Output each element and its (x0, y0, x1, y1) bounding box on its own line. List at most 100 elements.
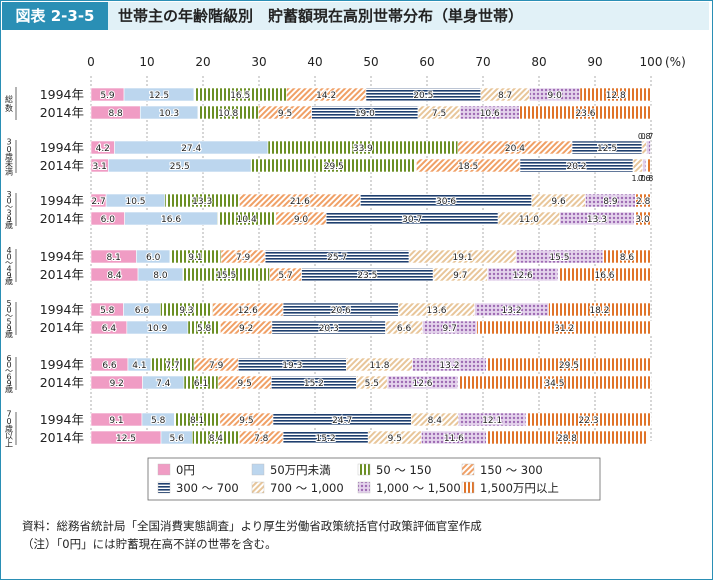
bar-segment (579, 87, 652, 102)
data-label: 23.6 (575, 109, 595, 119)
data-label: 8.6 (620, 253, 635, 263)
legend-swatch (251, 463, 265, 476)
data-label: 9.2 (110, 379, 124, 389)
legend-label: 50万円未満 (270, 463, 331, 477)
stacked-bar-chart: 0 10 20 30 40 50 60 70 80 90 100 (%) 5.9 12.5 16.5 14.… (5, 55, 686, 501)
data-label: 8.8 (108, 109, 123, 119)
data-label: 18.5 (458, 162, 478, 172)
data-label: 10.8 (218, 109, 238, 119)
x-axis-ticks: 0 10 20 30 40 50 60 70 80 90 100 (%) (87, 55, 686, 69)
data-label: 9.5 (239, 416, 253, 426)
group-label: 総数 (5, 94, 13, 113)
data-label: 9.7 (453, 271, 467, 281)
legend-label: 1,500万円以上 (480, 481, 559, 495)
legend-box (147, 457, 601, 501)
legend-swatch (461, 463, 475, 476)
x-tick-label: 100 (640, 55, 663, 69)
data-label: 9.5 (388, 434, 402, 444)
data-label: 2.8 (636, 197, 651, 207)
data-label: 14.2 (316, 91, 336, 101)
row-year-label: 2014年 (40, 105, 84, 120)
row-year-label: 2014年 (40, 320, 84, 335)
row-year-label: 2014年 (40, 267, 84, 282)
bar-segment (486, 430, 648, 445)
data-label: 8.1 (190, 416, 204, 426)
data-label: 7.9 (209, 361, 224, 371)
data-label: 8.4 (209, 434, 224, 444)
data-label: 8.4 (428, 416, 443, 426)
data-label: 7.9 (236, 253, 251, 263)
data-label: 0.8 (638, 132, 651, 141)
bar-segment (642, 158, 647, 173)
legend-label: 1,000 ～ 1,500 (376, 481, 461, 495)
data-label: 9.0 (548, 91, 563, 101)
data-label: 9.6 (551, 197, 566, 207)
data-label: 1.7 (631, 174, 644, 183)
group-label: 6 0 ～ 6 9 歳 (5, 354, 13, 394)
legend-swatch (157, 481, 171, 494)
data-label: 10.9 (147, 324, 167, 334)
x-tick-label: 30 (251, 55, 266, 69)
bar-segment (525, 412, 652, 427)
data-label: 7.7 (165, 361, 179, 371)
data-label: 13.2 (502, 306, 522, 316)
bar-segment (519, 105, 652, 120)
data-label: 15.2 (316, 434, 336, 444)
bar-segment (635, 193, 652, 208)
data-label: 15.5 (216, 271, 236, 281)
header-bar (2, 2, 709, 30)
legend-label: 700 ～ 1,000 (270, 481, 344, 495)
data-label: 4.2 (96, 144, 110, 154)
data-label: 25.7 (327, 253, 347, 263)
data-label: 3.0 (635, 215, 650, 225)
data-label: 0.8 (641, 174, 654, 183)
bar-segment (486, 357, 652, 372)
bar-segment (633, 211, 652, 226)
data-label: 30.6 (436, 197, 456, 207)
data-label: 6.0 (146, 253, 161, 263)
data-label: 5.8 (100, 306, 115, 316)
data-label: 20.3 (319, 324, 339, 334)
x-tick-label: 10 (139, 55, 154, 69)
bar-segment (557, 267, 652, 282)
data-label: 6.0 (101, 215, 116, 225)
data-label: 23.5 (357, 271, 377, 281)
data-label: 34.5 (544, 379, 564, 389)
data-label: 33.9 (353, 144, 373, 154)
data-label: 31.2 (554, 324, 574, 334)
data-label: 7.8 (254, 434, 269, 444)
bar-segment (476, 320, 652, 335)
data-label: 28.8 (557, 434, 577, 444)
data-label: 22.3 (579, 416, 599, 426)
data-label: 6.6 (102, 361, 117, 371)
data-label: 0.6 (638, 174, 651, 183)
data-label: 29.5 (324, 162, 344, 172)
legend-label: 50 ～ 150 (376, 463, 431, 477)
row-year-label: 2014年 (40, 375, 84, 390)
data-label: 11.0 (519, 215, 539, 225)
bar-segment (646, 140, 651, 155)
data-label: 13.3 (587, 215, 607, 225)
x-tick-label: 60 (419, 55, 434, 69)
data-label: 5.6 (170, 434, 185, 444)
bars: 5.9 12.5 16.5 14.2 20.5 8.7 9.0 12.8 8.8 10.3 10.8… (90, 87, 654, 445)
footnote: （注）「0円」には貯蓄現在高不詳の世帯を含む。 (22, 537, 277, 551)
row-year-label: 1994年 (40, 87, 84, 102)
legend: 0円 50万円未満 50 ～ 150 150 ～ 300 300 ～ 700 700 ～ … (147, 457, 601, 501)
legend-label: 300 ～ 700 (176, 481, 239, 495)
data-label: 5.8 (197, 324, 212, 334)
x-tick-label: 20 (195, 55, 210, 69)
data-label: 12.6 (513, 271, 533, 281)
group-label: 3 0 歳未満 (5, 138, 13, 177)
row-year-label: 1994年 (40, 140, 84, 155)
data-label: 13.2 (439, 361, 459, 371)
data-label: 6.4 (102, 324, 117, 334)
data-label: 20.6 (331, 306, 351, 316)
data-label: 24.7 (332, 416, 352, 426)
data-label: 5.8 (151, 416, 166, 426)
data-label: 12.5 (597, 144, 617, 154)
data-label: 5.7 (278, 271, 292, 281)
data-label: 12.6 (238, 306, 258, 316)
data-label: 4.1 (132, 361, 146, 371)
x-tick-label: 50 (363, 55, 378, 69)
